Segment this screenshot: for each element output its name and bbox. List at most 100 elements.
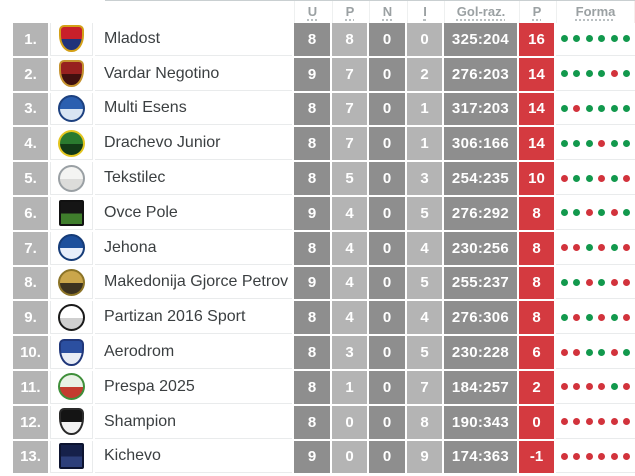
form-loss-dot[interactable] [623, 278, 631, 286]
table-row[interactable]: 2. Vardar Negotino 9 7 0 2 276:203 14 [13, 57, 635, 91]
form-loss-dot[interactable] [598, 418, 606, 426]
form-loss-dot[interactable] [585, 452, 593, 460]
form-loss-dot[interactable] [623, 244, 631, 252]
form-loss-dot[interactable] [610, 418, 618, 426]
form-loss-dot[interactable] [623, 313, 631, 321]
form-loss-dot[interactable] [560, 244, 568, 252]
form-win-dot[interactable] [610, 244, 618, 252]
form-win-dot[interactable] [585, 104, 593, 112]
form-loss-dot[interactable] [623, 174, 631, 182]
table-row[interactable]: 11. Prespa 2025 8 1 0 7 184:257 2 [13, 370, 635, 404]
team-name[interactable]: Prespa 2025 [95, 370, 292, 404]
form-win-dot[interactable] [560, 35, 568, 43]
form-loss-dot[interactable] [585, 278, 593, 286]
form-win-dot[interactable] [573, 139, 581, 147]
header-losses[interactable]: I [407, 0, 442, 23]
form-win-dot[interactable] [598, 278, 606, 286]
form-win-dot[interactable] [623, 70, 631, 78]
form-loss-dot[interactable] [623, 418, 631, 426]
form-win-dot[interactable] [573, 278, 581, 286]
form-loss-dot[interactable] [610, 278, 618, 286]
team-name[interactable]: Jehona [95, 231, 292, 265]
header-matches[interactable]: U [294, 0, 330, 23]
form-win-dot[interactable] [623, 139, 631, 147]
header-goal-difference[interactable]: Gol-raz. [444, 0, 517, 23]
form-win-dot[interactable] [610, 104, 618, 112]
form-loss-dot[interactable] [585, 383, 593, 391]
team-name[interactable]: Aerodrom [95, 336, 292, 369]
form-win-dot[interactable] [560, 70, 568, 78]
form-loss-dot[interactable] [560, 174, 568, 182]
table-row[interactable]: 7. Jehona 8 4 0 4 230:256 8 [13, 231, 635, 265]
form-loss-dot[interactable] [560, 418, 568, 426]
form-loss-dot[interactable] [560, 452, 568, 460]
form-loss-dot[interactable] [598, 383, 606, 391]
table-row[interactable]: 8. Makedonija Gjorce Petrov 9 4 0 5 255:… [13, 266, 635, 300]
form-loss-dot[interactable] [573, 348, 581, 356]
form-win-dot[interactable] [585, 70, 593, 78]
form-win-dot[interactable] [598, 70, 606, 78]
form-loss-dot[interactable] [610, 209, 618, 217]
table-row[interactable]: 6. Ovce Pole 9 4 0 5 276:292 8 [13, 196, 635, 230]
form-win-dot[interactable] [610, 174, 618, 182]
form-loss-dot[interactable] [598, 174, 606, 182]
header-wins[interactable]: P [332, 0, 367, 23]
form-win-dot[interactable] [585, 35, 593, 43]
form-loss-dot[interactable] [585, 209, 593, 217]
team-name[interactable]: Drachevo Junior [95, 127, 292, 161]
form-win-dot[interactable] [623, 35, 631, 43]
form-win-dot[interactable] [623, 104, 631, 112]
form-win-dot[interactable] [610, 139, 618, 147]
form-loss-dot[interactable] [573, 418, 581, 426]
table-row[interactable]: 3. Multi Esens 8 7 0 1 317:203 14 [13, 92, 635, 126]
form-loss-dot[interactable] [610, 452, 618, 460]
form-loss-dot[interactable] [598, 244, 606, 252]
form-win-dot[interactable] [610, 35, 618, 43]
form-win-dot[interactable] [598, 209, 606, 217]
table-row[interactable]: 9. Partizan 2016 Sport 8 4 0 4 276:306 8 [13, 301, 635, 335]
form-loss-dot[interactable] [585, 418, 593, 426]
form-win-dot[interactable] [560, 313, 568, 321]
team-name[interactable]: Kichevo [95, 440, 292, 474]
form-win-dot[interactable] [573, 209, 581, 217]
form-loss-dot[interactable] [573, 313, 581, 321]
team-name[interactable]: Makedonija Gjorce Petrov [95, 266, 292, 300]
form-loss-dot[interactable] [573, 244, 581, 252]
header-points[interactable]: P [519, 0, 554, 23]
team-name[interactable]: Shampion [95, 405, 292, 439]
form-loss-dot[interactable] [598, 313, 606, 321]
table-row[interactable]: 5. Tekstilec 8 5 0 3 254:235 10 [13, 162, 635, 195]
form-loss-dot[interactable] [560, 383, 568, 391]
form-win-dot[interactable] [585, 313, 593, 321]
form-win-dot[interactable] [598, 348, 606, 356]
team-name[interactable]: Multi Esens [95, 92, 292, 126]
form-win-dot[interactable] [573, 70, 581, 78]
table-row[interactable]: 1. Mladost 8 8 0 0 325:204 16 [13, 23, 635, 56]
form-win-dot[interactable] [560, 139, 568, 147]
form-loss-dot[interactable] [598, 452, 606, 460]
form-win-dot[interactable] [610, 383, 618, 391]
form-win-dot[interactable] [585, 348, 593, 356]
header-draws[interactable]: N [369, 0, 405, 23]
form-loss-dot[interactable] [610, 70, 618, 78]
form-win-dot[interactable] [560, 278, 568, 286]
header-form[interactable]: Forma [556, 0, 635, 23]
form-loss-dot[interactable] [560, 348, 568, 356]
form-win-dot[interactable] [623, 209, 631, 217]
form-loss-dot[interactable] [573, 452, 581, 460]
form-win-dot[interactable] [585, 244, 593, 252]
form-loss-dot[interactable] [573, 104, 581, 112]
form-win-dot[interactable] [560, 104, 568, 112]
table-row[interactable]: 13. Kichevo 9 0 0 9 174:363 -1 [13, 440, 635, 474]
form-win-dot[interactable] [610, 313, 618, 321]
form-win-dot[interactable] [598, 35, 606, 43]
form-win-dot[interactable] [573, 35, 581, 43]
form-loss-dot[interactable] [610, 348, 618, 356]
form-win-dot[interactable] [585, 139, 593, 147]
team-name[interactable]: Partizan 2016 Sport [95, 301, 292, 335]
table-row[interactable]: 4. Drachevo Junior 8 7 0 1 306:166 14 [13, 127, 635, 161]
form-win-dot[interactable] [598, 104, 606, 112]
form-loss-dot[interactable] [598, 139, 606, 147]
team-name[interactable]: Tekstilec [95, 162, 292, 195]
form-win-dot[interactable] [623, 348, 631, 356]
